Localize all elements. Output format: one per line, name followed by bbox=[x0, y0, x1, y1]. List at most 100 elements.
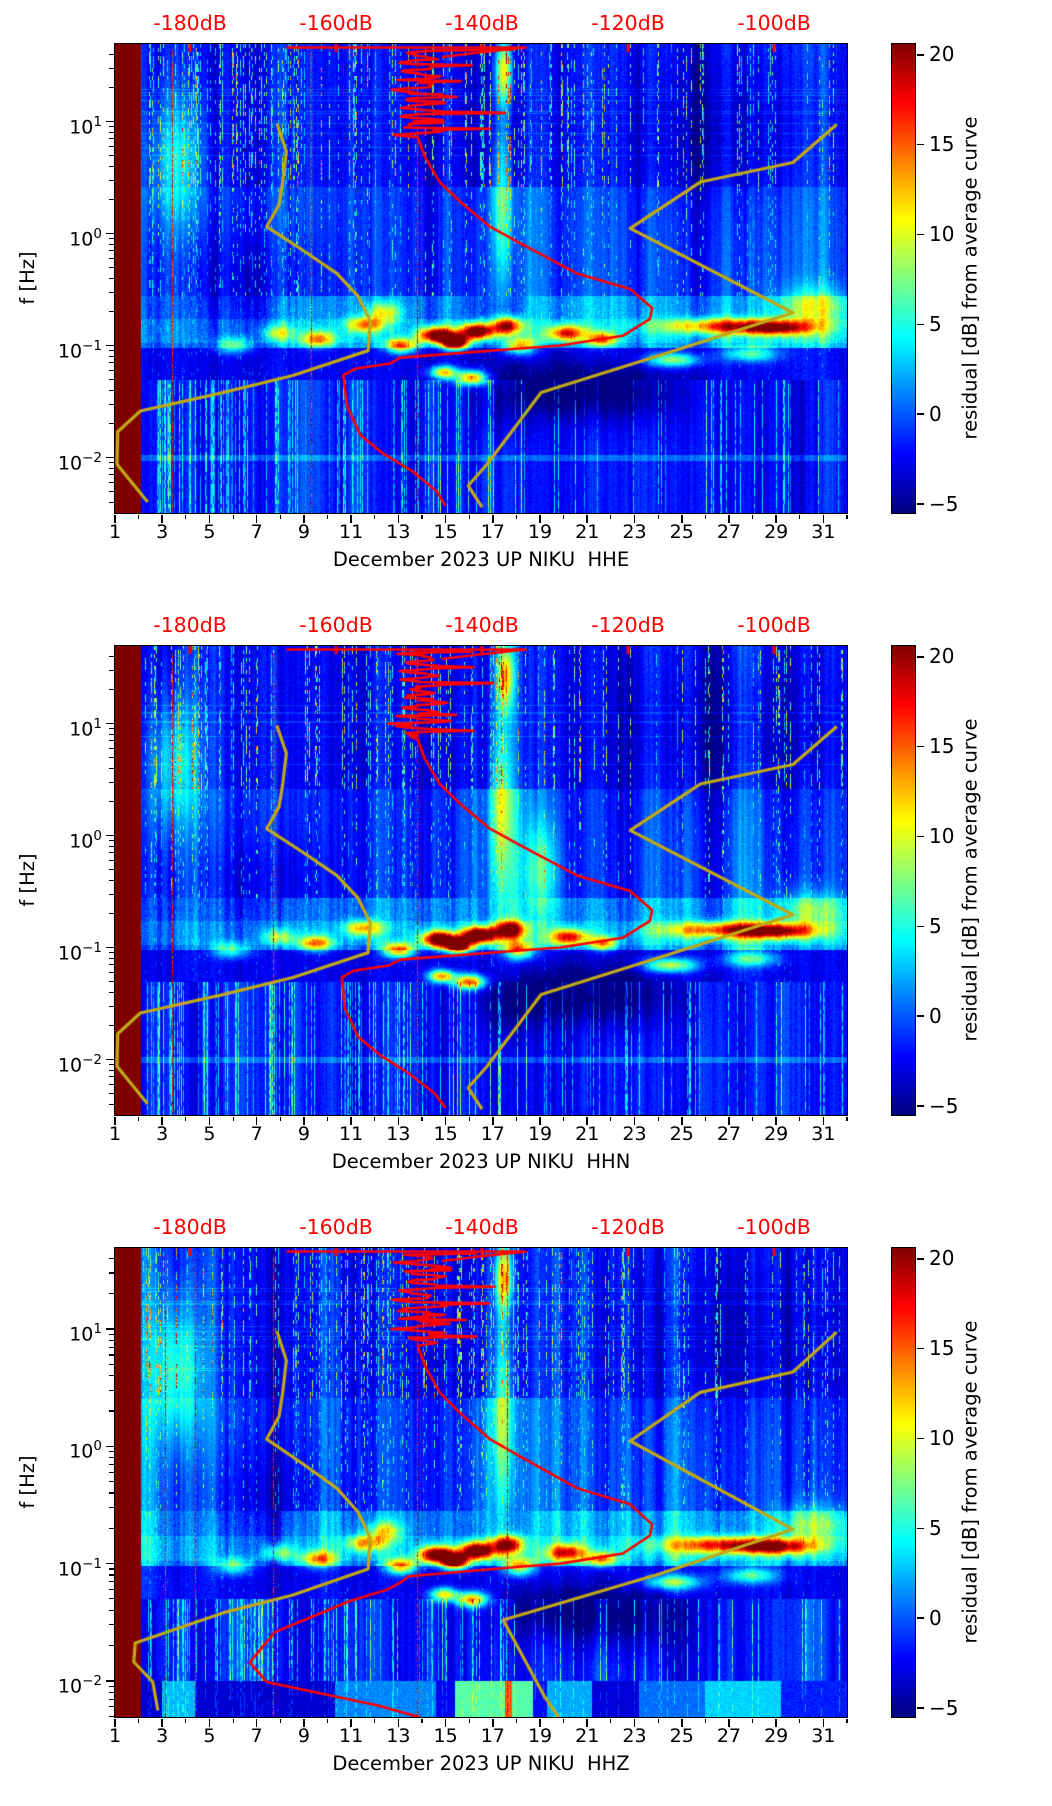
x-tick-label: 7 bbox=[250, 1123, 263, 1145]
x-tick-label: 13 bbox=[386, 521, 411, 543]
x-minor-tick bbox=[374, 514, 376, 519]
y-minor-tick bbox=[109, 740, 114, 742]
y-minor-tick bbox=[109, 1698, 114, 1700]
x-minor-tick bbox=[704, 1718, 706, 1723]
x-minor-tick bbox=[279, 514, 281, 519]
x-major-tick bbox=[492, 1116, 494, 1125]
x-major-tick bbox=[444, 1116, 447, 1125]
x-major-tick bbox=[255, 1718, 258, 1727]
x-major-tick bbox=[444, 514, 447, 523]
x-major-tick bbox=[586, 1116, 589, 1125]
x-tick-label: 31 bbox=[811, 1725, 836, 1747]
top-axis-label: -180dB bbox=[153, 1215, 227, 1239]
x-major-tick bbox=[397, 1718, 400, 1727]
colorbar-tick-label: 10 bbox=[929, 221, 955, 246]
y-minor-tick bbox=[109, 1685, 114, 1687]
y-minor-tick bbox=[109, 378, 114, 380]
x-major-tick bbox=[680, 1718, 683, 1727]
x-minor-tick bbox=[563, 1116, 565, 1121]
y-minor-tick bbox=[109, 1645, 114, 1647]
y-minor-tick bbox=[109, 199, 114, 201]
y-minor-tick bbox=[109, 1092, 114, 1094]
y-minor-tick bbox=[109, 126, 114, 128]
x-major-tick bbox=[255, 514, 258, 523]
y-minor-tick bbox=[109, 893, 114, 895]
x-tick-label: 27 bbox=[716, 1123, 742, 1145]
colorbar-tick bbox=[916, 1105, 924, 1107]
x-minor-tick bbox=[279, 1116, 281, 1121]
y-tick-label: 100 bbox=[69, 225, 102, 250]
x-major-tick bbox=[775, 1718, 777, 1727]
x-tick-label: 5 bbox=[203, 1725, 216, 1747]
y-minor-tick bbox=[109, 131, 114, 133]
x-major-tick bbox=[208, 1116, 211, 1125]
y-minor-tick bbox=[109, 1257, 114, 1259]
y-minor-tick bbox=[109, 980, 114, 982]
y-minor-tick bbox=[109, 350, 114, 352]
x-major-tick bbox=[161, 1116, 164, 1125]
x-major-tick bbox=[492, 514, 494, 523]
y-minor-tick bbox=[109, 1507, 114, 1509]
x-major-tick bbox=[539, 1718, 541, 1727]
x-tick-label: 25 bbox=[669, 1725, 694, 1747]
x-tick-label: 31 bbox=[811, 521, 836, 543]
x-tick-label: 23 bbox=[622, 1725, 647, 1747]
y-minor-tick bbox=[109, 490, 114, 492]
y-major-tick bbox=[105, 1445, 114, 1448]
y-minor-tick bbox=[109, 266, 114, 268]
x-major-tick bbox=[680, 1116, 683, 1125]
y-minor-tick bbox=[109, 1574, 114, 1576]
y-minor-tick bbox=[109, 1025, 114, 1027]
x-minor-tick bbox=[751, 1718, 754, 1723]
colorbar-tick-label: −5 bbox=[929, 491, 959, 516]
colorbar-tick-label: 0 bbox=[929, 401, 942, 426]
colorbar-tick bbox=[916, 655, 924, 658]
colorbar-tick bbox=[916, 1707, 924, 1709]
x-tick-label: 17 bbox=[480, 1123, 505, 1145]
x-minor-tick bbox=[657, 514, 659, 519]
x-minor-tick bbox=[515, 1116, 517, 1121]
y-minor-tick bbox=[109, 991, 114, 993]
colorbar-tick bbox=[916, 1527, 924, 1530]
colorbar-tick-label: 0 bbox=[929, 1003, 942, 1028]
y-minor-tick bbox=[109, 1463, 114, 1466]
y-minor-tick bbox=[109, 1589, 114, 1591]
top-axis-label: -100dB bbox=[737, 11, 811, 35]
x-tick-label: 3 bbox=[156, 1123, 169, 1145]
x-major-tick bbox=[775, 514, 777, 523]
x-tick-label: 9 bbox=[297, 1725, 310, 1747]
y-minor-tick bbox=[109, 1492, 114, 1494]
x-minor-tick bbox=[799, 514, 801, 519]
top-axis-label: -120dB bbox=[591, 1215, 665, 1239]
y-major-tick bbox=[105, 456, 114, 459]
y-minor-tick bbox=[109, 467, 114, 469]
x-major-tick bbox=[114, 1718, 116, 1727]
y-tick-label: 101 bbox=[69, 715, 102, 740]
y-tick-label: 100 bbox=[69, 827, 102, 852]
y-minor-tick bbox=[109, 1715, 114, 1717]
spectrogram-canvas-hhz bbox=[114, 1247, 847, 1717]
x-major-tick bbox=[586, 1718, 589, 1727]
x-major-tick bbox=[492, 1718, 494, 1727]
y-minor-tick bbox=[109, 845, 114, 847]
y-minor-tick bbox=[109, 1005, 114, 1007]
y-minor-tick bbox=[109, 964, 114, 966]
x-minor-tick bbox=[846, 1116, 848, 1121]
colorbar-tick bbox=[916, 1617, 924, 1619]
panel-hhe: -180dB -160dB -140dB -120dB -100dB 101 100 10−1… bbox=[0, 0, 1052, 602]
x-minor-tick bbox=[515, 514, 517, 519]
y-tick-label: 10−2 bbox=[57, 449, 102, 474]
y-minor-tick bbox=[109, 1451, 114, 1453]
x-tick-label: 7 bbox=[250, 521, 263, 543]
x-axis-title: December 2023 UP NIKU HHZ bbox=[332, 1752, 630, 1775]
colorbar-title: residual [dB] from average curve bbox=[958, 1320, 981, 1644]
top-axis-label: -160dB bbox=[299, 613, 373, 637]
x-tick-label: 3 bbox=[156, 1725, 169, 1747]
colorbar-gradient bbox=[890, 1246, 916, 1718]
x-tick-label: 27 bbox=[716, 521, 742, 543]
x-tick-label: 19 bbox=[527, 521, 553, 543]
y-tick-label: 10−1 bbox=[57, 1555, 102, 1580]
x-minor-tick bbox=[232, 1116, 234, 1121]
top-axis-label: -100dB bbox=[737, 613, 811, 637]
